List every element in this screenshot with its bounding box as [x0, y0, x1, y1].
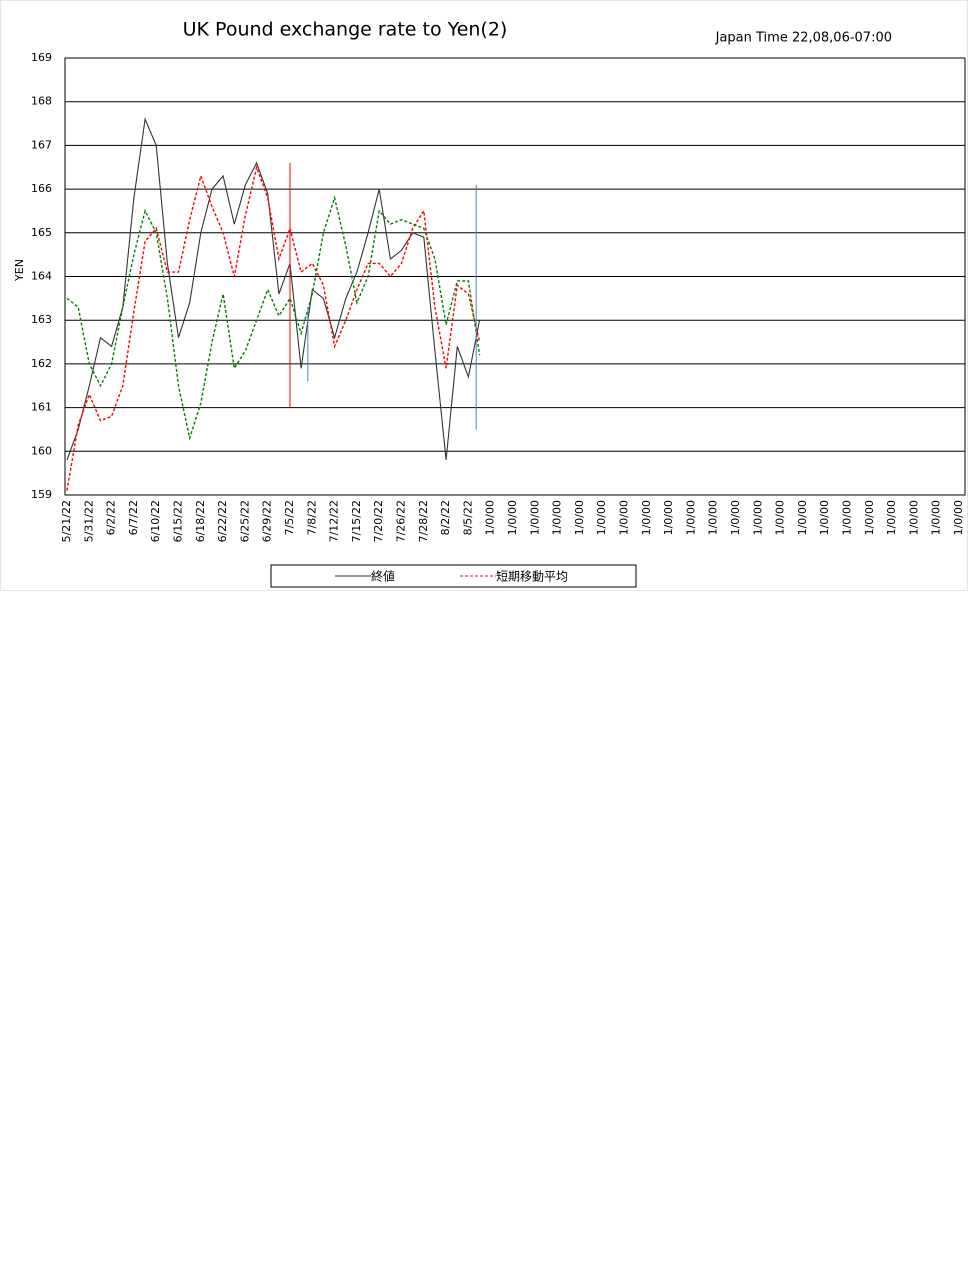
x-tick-label: 1/0/00 — [930, 500, 943, 535]
x-tick-label: 1/0/00 — [841, 500, 854, 535]
x-tick-label: 6/10/22 — [149, 500, 162, 542]
x-tick-label: 8/5/22 — [461, 500, 474, 535]
x-tick-label: 6/29/22 — [261, 500, 274, 542]
y-tick-label: 159 — [31, 488, 52, 501]
series-line — [66, 195, 481, 441]
x-tick-label: 1/0/00 — [684, 500, 697, 535]
x-tick-label: 1/0/00 — [774, 500, 787, 535]
x-tick-label: 7/20/22 — [372, 500, 385, 542]
y-tick-label: 165 — [31, 226, 52, 239]
x-tick-label: 1/0/00 — [729, 500, 742, 535]
x-tick-label: 7/26/22 — [395, 500, 408, 542]
x-tick-label: 1/0/00 — [863, 500, 876, 535]
x-tick-label: 1/0/00 — [707, 500, 720, 535]
legend-label: 終値 — [371, 569, 395, 584]
x-tick-label: 7/5/22 — [283, 500, 296, 535]
series-line — [66, 164, 481, 491]
x-tick-label: 1/0/00 — [796, 500, 809, 535]
x-tick-label: 1/0/00 — [640, 500, 653, 535]
x-tick-label: 6/25/22 — [238, 500, 251, 542]
y-tick-label: 167 — [31, 138, 52, 151]
x-tick-label: 1/0/00 — [907, 500, 920, 535]
x-tick-label: 1/0/00 — [751, 500, 764, 535]
y-axis-label: YEN — [13, 259, 26, 282]
x-tick-label: 8/2/22 — [439, 500, 452, 535]
chart-frame — [0, 0, 968, 591]
y-tick-label: 162 — [31, 357, 52, 370]
x-tick-label: 7/15/22 — [350, 500, 363, 542]
x-tick-label: 7/28/22 — [417, 500, 430, 542]
x-tick-label: 1/0/00 — [551, 500, 564, 535]
x-tick-label: 5/31/22 — [82, 500, 95, 542]
x-tick-label: 1/0/00 — [573, 500, 586, 535]
legend — [270, 564, 637, 588]
legend-label: 短期移動平均 — [496, 570, 568, 584]
x-tick-label: 7/12/22 — [328, 500, 341, 542]
x-tick-label: 6/7/22 — [127, 500, 140, 535]
x-tick-label: 1/0/00 — [952, 500, 965, 535]
x-tick-label: 1/0/00 — [484, 500, 497, 535]
x-tick-label: 5/21/22 — [60, 500, 73, 542]
y-tick-label: 168 — [31, 95, 52, 108]
x-tick-label: 1/0/00 — [618, 500, 631, 535]
x-tick-label: 1/0/00 — [528, 500, 541, 535]
y-tick-label: 166 — [31, 182, 52, 195]
y-tick-label: 163 — [31, 313, 52, 326]
x-tick-label: 6/15/22 — [172, 500, 185, 542]
y-tick-label: 161 — [31, 401, 52, 414]
x-tick-label: 6/22/22 — [216, 500, 229, 542]
annotation: Japan Time 22,08,06-07:00 — [715, 31, 892, 46]
x-tick-label: 1/0/00 — [885, 500, 898, 535]
x-tick-label: 1/0/00 — [818, 500, 831, 535]
y-tick-label: 164 — [31, 270, 52, 283]
chart-title: UK Pound exchange rate to Yen(2) — [183, 19, 508, 41]
y-tick-label: 169 — [31, 51, 52, 64]
x-tick-label: 7/8/22 — [305, 500, 318, 535]
x-tick-label: 6/2/22 — [105, 500, 118, 535]
x-tick-label: 1/0/00 — [595, 500, 608, 535]
x-tick-label: 1/0/00 — [662, 500, 675, 535]
x-tick-label: 6/18/22 — [194, 500, 207, 542]
y-tick-label: 160 — [31, 444, 52, 457]
x-tick-label: 1/0/00 — [506, 500, 519, 535]
